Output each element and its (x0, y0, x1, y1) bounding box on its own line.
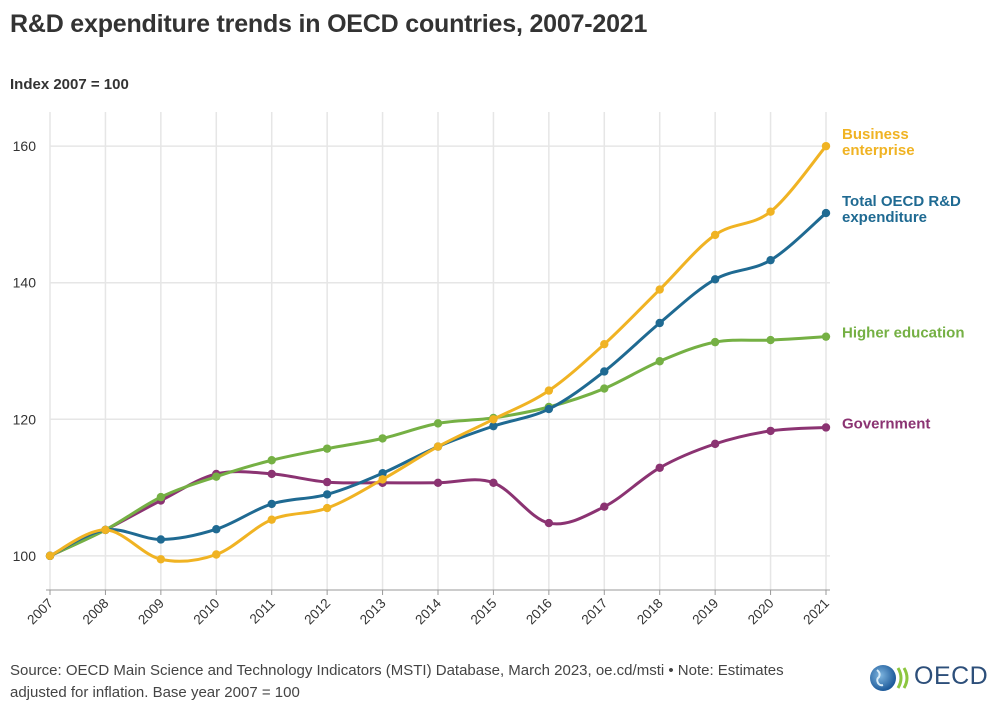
data-point[interactable] (544, 404, 554, 414)
x-tick-label: 2013 (357, 596, 389, 628)
x-tick-label: 2017 (579, 596, 611, 628)
chart-subtitle: Index 2007 = 100 (10, 76, 129, 93)
series-label: Business enterprise (842, 126, 915, 159)
x-tick-label: 2015 (468, 596, 500, 628)
globe-icon (870, 665, 909, 691)
data-point[interactable] (156, 555, 166, 564)
grid-lines (49, 112, 830, 590)
y-tick-label: 140 (13, 275, 37, 291)
x-tick-label: 2016 (523, 596, 555, 628)
data-point[interactable] (766, 335, 775, 345)
x-tick-label: 2021 (800, 596, 832, 628)
data-point[interactable] (378, 469, 387, 478)
data-point[interactable] (655, 357, 664, 366)
oecd-logo[interactable]: OECD (868, 660, 988, 696)
x-tick-label: 2011 (247, 596, 278, 627)
data-point[interactable] (433, 478, 443, 487)
data-point[interactable] (710, 337, 720, 347)
data-point[interactable] (489, 478, 498, 487)
logo-text: OECD (914, 662, 989, 690)
axes: 2007 2008 2009 2010 2011 2012 2013 2014 2015 2016… (13, 138, 832, 627)
data-point[interactable] (821, 208, 831, 218)
series-higher-education (45, 332, 831, 561)
data-point[interactable] (600, 384, 609, 393)
x-tick-label: 2008 (80, 596, 112, 628)
series-labels: Business enterprise Total OECD R&D expendit… (842, 126, 965, 432)
data-point[interactable] (655, 285, 664, 294)
y-tick-label: 120 (13, 411, 37, 427)
x-tick-label: 2010 (191, 596, 223, 628)
x-tick-label: 2018 (634, 596, 666, 628)
data-point[interactable] (322, 477, 332, 487)
series-business-enterprise (45, 141, 831, 564)
series-label: Total OECD R&D expenditure (842, 193, 961, 226)
y-tick-label: 100 (13, 548, 37, 564)
data-point[interactable] (322, 444, 332, 453)
x-tick-label: 2012 (301, 596, 333, 628)
data-point[interactable] (821, 423, 831, 432)
data-point[interactable] (489, 421, 498, 431)
series-label: Government (842, 415, 930, 432)
data-point[interactable] (267, 515, 276, 524)
data-point[interactable] (710, 275, 720, 284)
data-point[interactable] (45, 551, 55, 561)
x-tick-label: 2019 (689, 596, 721, 628)
data-point[interactable] (267, 499, 276, 509)
data-point[interactable] (544, 518, 554, 528)
data-point[interactable] (322, 503, 332, 513)
data-point[interactable] (212, 472, 221, 481)
data-point[interactable] (433, 442, 443, 451)
series-label: Higher education (842, 325, 965, 342)
data-point[interactable] (378, 434, 387, 443)
data-point[interactable] (821, 141, 831, 151)
data-point[interactable] (433, 419, 443, 428)
data-point[interactable] (267, 456, 276, 465)
data-point[interactable] (655, 463, 664, 472)
data-point[interactable] (710, 230, 720, 240)
data-point[interactable] (821, 332, 831, 341)
data-point[interactable] (489, 415, 498, 424)
data-point[interactable] (766, 426, 775, 436)
x-tick-label: 2020 (745, 596, 777, 628)
data-point[interactable] (600, 502, 609, 511)
chart-title: R&D expenditure trends in OECD countries… (10, 10, 648, 38)
data-point[interactable] (600, 339, 609, 349)
data-point[interactable] (322, 490, 332, 499)
data-point[interactable] (156, 535, 166, 544)
data-point[interactable] (378, 475, 387, 484)
series-lines (45, 141, 831, 564)
data-point[interactable] (766, 207, 775, 216)
data-point[interactable] (156, 492, 166, 502)
data-point[interactable] (212, 525, 221, 534)
data-point[interactable] (267, 469, 276, 479)
x-tick-label: 2014 (412, 595, 444, 627)
data-point[interactable] (600, 367, 609, 376)
data-point[interactable] (101, 525, 110, 535)
x-tick-label: 2009 (135, 596, 167, 628)
y-tick-label: 160 (13, 138, 37, 154)
data-point[interactable] (710, 439, 720, 449)
source-note: Source: OECD Main Science and Technology… (10, 662, 784, 701)
data-point[interactable] (766, 255, 775, 265)
data-point[interactable] (212, 550, 221, 559)
data-point[interactable] (544, 386, 554, 395)
x-tick-label: 2007 (24, 596, 56, 628)
data-point[interactable] (655, 318, 664, 328)
